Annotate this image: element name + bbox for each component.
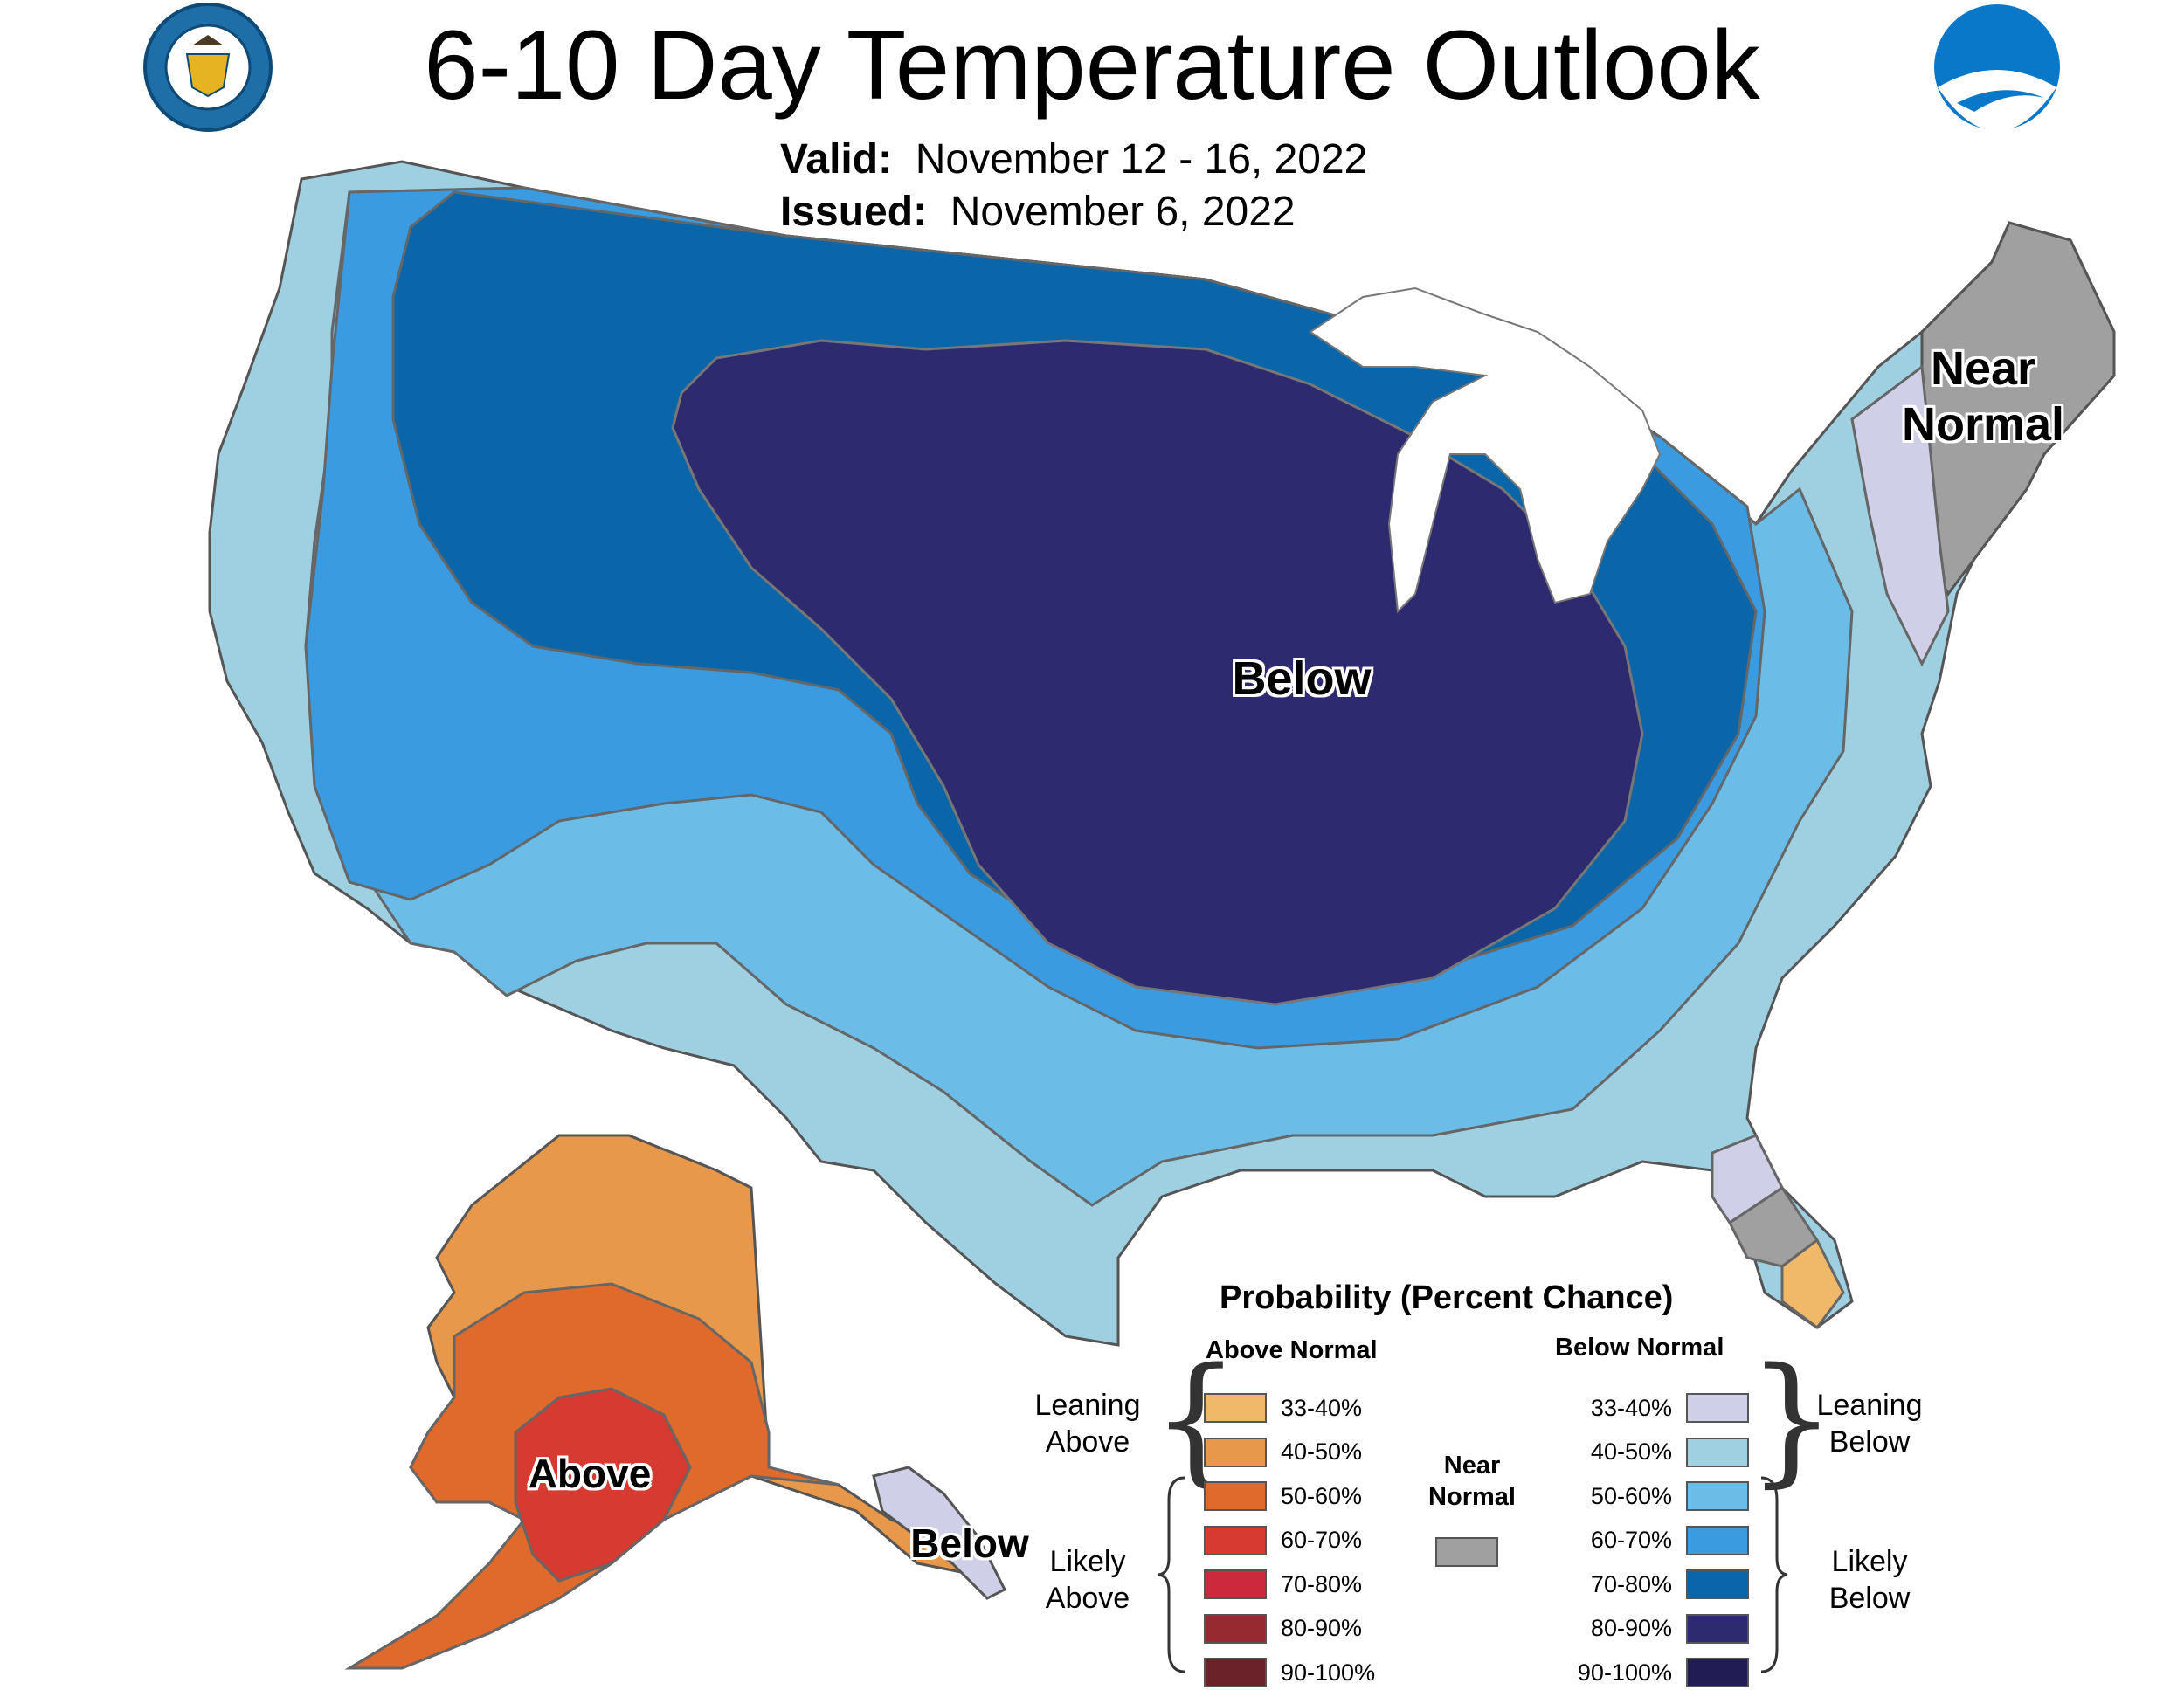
legend-below-swatch xyxy=(1686,1481,1749,1511)
legend-below-range: 50-60% xyxy=(1590,1482,1672,1509)
legend-below-swatch xyxy=(1686,1525,1749,1555)
legend-below-swatch xyxy=(1686,1569,1749,1599)
label-below-alaska: Below xyxy=(910,1521,1029,1566)
legend-above-range: 90-100% xyxy=(1281,1659,1376,1686)
legend-likely-below: Likely Below xyxy=(1791,1543,1948,1617)
legend-above-swatch xyxy=(1204,1481,1267,1511)
legend-above-swatch xyxy=(1204,1569,1267,1599)
legend-above-row: 90-100% xyxy=(1204,1655,1375,1690)
legend-below-row: 80-90% xyxy=(1548,1611,1749,1646)
valid-value: November 12 - 16, 2022 xyxy=(915,136,1368,183)
noaa-logo xyxy=(1934,4,2060,131)
legend-leaning-below-line2: Below xyxy=(1828,1425,1911,1459)
legend-above-swatch xyxy=(1204,1613,1267,1644)
legend-below-swatch xyxy=(1686,1658,1749,1687)
alaska-above-60-70 xyxy=(514,1387,692,1583)
legend-above-range: 80-90% xyxy=(1281,1615,1363,1641)
legend-above-row: 40-50% xyxy=(1204,1435,1362,1470)
legend-above-swatch xyxy=(1204,1525,1267,1555)
issued-value: November 6, 2022 xyxy=(950,189,1296,235)
region-above-33-40-florida xyxy=(1780,1238,1845,1330)
legend-above-range: 60-70% xyxy=(1281,1527,1363,1553)
region-below-33-40-northeast xyxy=(1850,364,1950,667)
legend-likely-above-line1: Likely xyxy=(1049,1545,1126,1578)
legend-below-row: 40-50% xyxy=(1548,1435,1749,1470)
legend-above-swatch xyxy=(1204,1658,1267,1687)
legend-leaning-above-line2: Above xyxy=(1045,1425,1130,1459)
label-near-normal: Near Normal xyxy=(1887,341,2079,452)
label-below-conus: Below xyxy=(1232,652,1372,705)
legend-below-row: 50-60% xyxy=(1548,1479,1749,1514)
legend-likely-above-line2: Above xyxy=(1045,1582,1130,1615)
legend-below-header: Below Normal xyxy=(1555,1334,1724,1362)
legend-below-range: 33-40% xyxy=(1590,1394,1672,1421)
legend-above-row: 33-40% xyxy=(1204,1390,1362,1425)
legend-above-range: 50-60% xyxy=(1281,1482,1363,1509)
commerce-seal xyxy=(143,3,273,132)
legend-above-swatch xyxy=(1204,1393,1267,1423)
legend-below-range: 80-90% xyxy=(1590,1615,1672,1641)
legend-above-row: 70-80% xyxy=(1204,1567,1362,1602)
legend-below-swatch xyxy=(1686,1437,1749,1467)
page-title: 6-10 Day Temperature Outlook xyxy=(424,10,1760,120)
label-near-normal-line1: Near xyxy=(1930,342,2036,395)
great-lakes xyxy=(1309,286,1662,614)
legend-above-swatch xyxy=(1204,1437,1267,1467)
legend-near-normal-line1: Near xyxy=(1443,1452,1501,1480)
legend-leaning-below-line1: Leaning xyxy=(1816,1389,1923,1422)
legend-above-range: 40-50% xyxy=(1281,1438,1363,1465)
legend-above-header: Above Normal xyxy=(1206,1336,1378,1364)
legend-leaning-above-line1: Leaning xyxy=(1034,1389,1141,1422)
valid-label: Valid: xyxy=(780,136,893,183)
legend-below-row: 60-70% xyxy=(1548,1523,1749,1558)
legend-brace-likely-below xyxy=(1760,1476,1788,1673)
label-near-normal-line2: Normal xyxy=(1901,398,2065,451)
legend-near-normal: Near Normal xyxy=(1398,1450,1546,1513)
legend-above-range: 33-40% xyxy=(1281,1394,1363,1421)
legend-above-range: 70-80% xyxy=(1281,1570,1363,1597)
legend-below-swatch xyxy=(1686,1613,1749,1644)
legend-above-row: 80-90% xyxy=(1204,1611,1362,1646)
issued-label: Issued: xyxy=(780,189,928,235)
legend-near-normal-line2: Normal xyxy=(1428,1483,1516,1511)
legend-above-row: 50-60% xyxy=(1204,1479,1362,1514)
valid-row: Valid: November 12 - 16, 2022 xyxy=(780,135,1367,184)
legend-title: Probability (Percent Chance) xyxy=(1220,1280,1674,1316)
alaska-panhandle-below xyxy=(872,1466,1007,1600)
legend-below-range: 90-100% xyxy=(1577,1659,1672,1686)
issued-row: Issued: November 6, 2022 xyxy=(780,188,1296,237)
legend-below-row: 33-40% xyxy=(1548,1390,1749,1425)
legend-near-normal-swatch xyxy=(1435,1537,1498,1567)
legend-brace-leaning-below: } xyxy=(1747,1337,1836,1500)
legend-likely-below-line1: Likely xyxy=(1831,1545,1908,1578)
legend-below-range: 70-80% xyxy=(1590,1570,1672,1597)
label-above-alaska: Above xyxy=(528,1451,652,1496)
legend-below-swatch xyxy=(1686,1393,1749,1423)
legend-leaning-above: Leaning Above xyxy=(1018,1387,1158,1460)
legend-brace-likely-above xyxy=(1158,1476,1185,1673)
legend-leaning-below: Leaning Below xyxy=(1791,1387,1948,1460)
legend-likely-above: Likely Above xyxy=(1018,1543,1158,1617)
legend-below-range: 60-70% xyxy=(1590,1527,1672,1553)
legend-likely-below-line2: Below xyxy=(1828,1582,1911,1615)
legend-below-row: 70-80% xyxy=(1548,1567,1749,1602)
legend-below-range: 40-50% xyxy=(1590,1438,1672,1465)
legend-above-row: 60-70% xyxy=(1204,1523,1362,1558)
legend-below-row: 90-100% xyxy=(1548,1655,1749,1690)
